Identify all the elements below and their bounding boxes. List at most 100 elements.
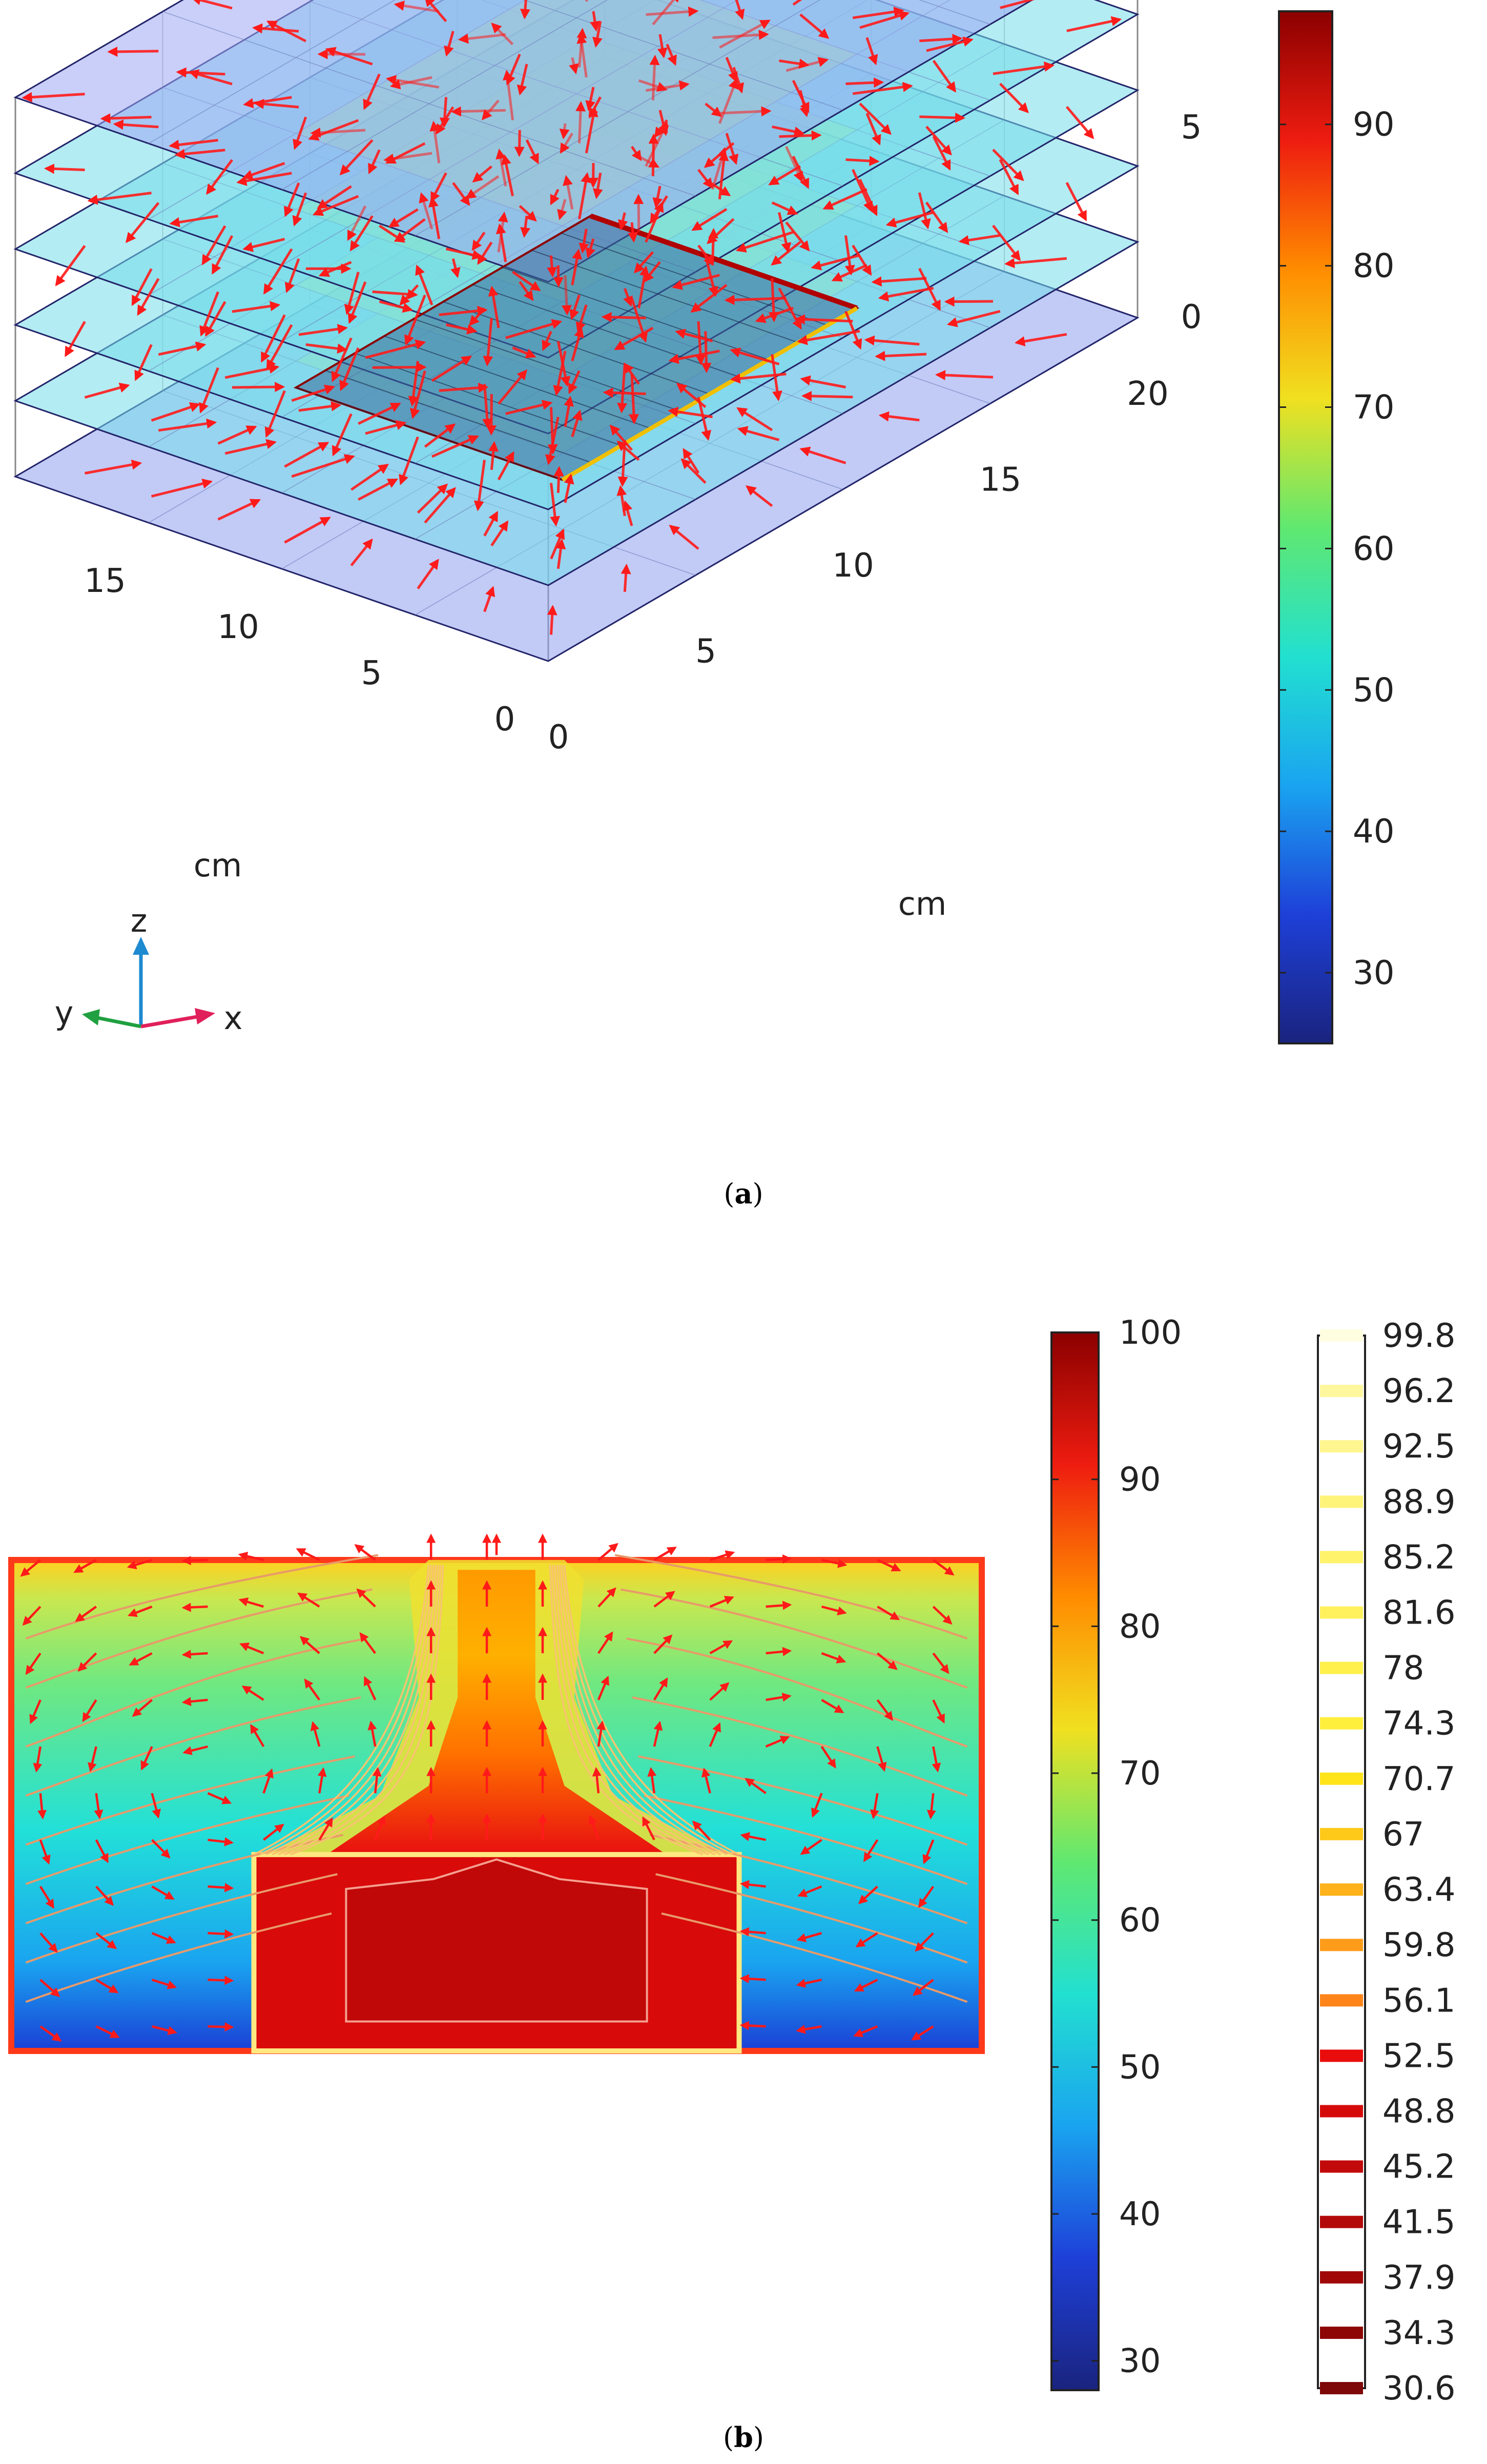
velocity-arrow	[424, 0, 447, 23]
velocity-arrow	[191, 0, 233, 10]
contour-legend-swatch-99.8	[1320, 1329, 1363, 1342]
velocity-arrow	[637, 265, 650, 309]
contour-legend-label-74.3: 74.3	[1382, 1705, 1456, 1743]
velocity-arrow-2d	[821, 1558, 848, 1568]
isotherm-left	[25, 1755, 355, 1846]
velocity-arrow	[291, 384, 335, 402]
velocity-arrow-2d	[37, 1793, 47, 1820]
velocity-arrow	[800, 375, 846, 388]
contour-legend-swatch-67	[1320, 1828, 1363, 1840]
velocity-arrow	[712, 29, 769, 40]
velocity-arrow	[630, 298, 648, 343]
temperature-field-2d	[8, 1557, 985, 2054]
velocity-arrow	[252, 23, 299, 34]
velocity-arrow	[430, 172, 447, 203]
velocity-arrow	[925, 201, 948, 233]
velocity-arrow-2d	[132, 1699, 153, 1717]
velocity-arrow	[217, 425, 257, 445]
velocity-arrow	[399, 284, 419, 306]
velocity-arrow	[131, 268, 153, 306]
velocity-arrow	[254, 98, 299, 109]
caption-a-letter: a	[735, 1177, 753, 1210]
velocity-arrow	[999, 83, 1029, 113]
velocity-arrow	[691, 208, 728, 231]
velocity-arrow-2d	[182, 1745, 209, 1755]
velocity-arrow	[263, 248, 293, 295]
triad-y-axis	[94, 1015, 141, 1029]
velocity-arrow-2d	[765, 1735, 790, 1748]
velocity-arrow-2d	[95, 1979, 119, 1994]
velocity-arrow	[845, 77, 884, 88]
velocity-arrow	[350, 464, 389, 491]
velocity-arrow	[134, 344, 153, 381]
velocity-arrow-2d	[88, 1746, 97, 1772]
colorbar-b-tick-label-60: 60	[1119, 1902, 1161, 1940]
caption-b-letter: b	[734, 2421, 753, 2454]
velocity-arrow	[730, 373, 787, 384]
velocity-arrow	[176, 67, 225, 78]
velocity-arrow	[519, 204, 537, 222]
velocity-arrow	[358, 402, 401, 425]
velocity-arrow	[785, 146, 803, 182]
velocity-arrow	[385, 142, 426, 164]
contour-legend-label-70.7: 70.7	[1382, 1760, 1456, 1798]
velocity-arrow	[87, 192, 152, 205]
velocity-arrow-2d	[127, 1558, 153, 1570]
velocity-arrow	[737, 426, 780, 441]
velocity-arrow-2d	[710, 1550, 735, 1562]
velocity-arrow	[313, 195, 359, 216]
velocity-arrow-2d	[876, 1746, 887, 1772]
velocity-arrow-2d	[359, 1632, 377, 1654]
velocity-arrow	[603, 387, 646, 398]
isotherm-right	[626, 1637, 968, 1748]
velocity-arrow	[768, 278, 779, 322]
velocity-arrow	[22, 92, 85, 102]
velocity-arrow	[205, 301, 226, 337]
velocity-arrow	[495, 148, 507, 187]
velocity-arrow	[553, 351, 567, 396]
contour-legend-label-96.2: 96.2	[1382, 1372, 1456, 1410]
velocity-arrow	[690, 284, 728, 313]
velocity-arrow-2d	[800, 1839, 822, 1855]
velocity-arrow	[444, 31, 455, 57]
velocity-arrow	[992, 224, 1021, 261]
contour-legend-label-63.4: 63.4	[1382, 1871, 1456, 1909]
heater-stripe	[561, 232, 828, 326]
isotherm-left	[25, 1794, 349, 1885]
velocity-arrows-3d	[22, 0, 1122, 635]
velocity-arrow	[224, 439, 277, 455]
velocity-arrow	[242, 238, 285, 252]
velocity-arrow-2d	[740, 1832, 767, 1841]
isotherm-plume-right	[563, 1565, 740, 1856]
coordinate-triad: z x y	[55, 902, 243, 1037]
velocity-arrow-2d	[766, 1647, 792, 1656]
velocity-arrow	[735, 0, 745, 20]
velocity-arrow-2d	[354, 1544, 376, 1561]
velocity-arrow	[683, 448, 700, 474]
colorbar-b-bar	[1050, 1331, 1100, 2391]
velocity-arrow	[482, 384, 492, 429]
velocity-arrow-2d	[739, 1880, 766, 1890]
velocity-arrow	[483, 318, 493, 366]
velocity-arrow-2d	[208, 1929, 234, 1939]
velocity-arrow	[308, 119, 359, 141]
velocity-arrow	[419, 192, 433, 230]
isotherm-plume-left	[259, 1565, 432, 1856]
velocity-arrow	[199, 367, 219, 414]
velocity-arrow	[431, 435, 479, 458]
velocity-arrow	[431, 356, 472, 382]
velocity-arrow	[1000, 0, 1035, 9]
heater-inner-contour	[345, 1858, 648, 2023]
velocity-arrow-2d	[592, 1767, 602, 1794]
velocity-arrow-2d	[692, 1820, 711, 1841]
contour-legend-label-81.6: 81.6	[1382, 1594, 1456, 1632]
velocity-arrow	[708, 228, 719, 265]
velocity-arrow-2d	[262, 1768, 274, 1794]
velocity-arrow	[621, 563, 631, 592]
velocity-arrow	[514, 130, 525, 157]
velocity-arrow	[519, 281, 534, 301]
velocity-arrow	[799, 446, 846, 464]
velocity-arrow-2d	[299, 1636, 320, 1654]
velocity-arrow-2d	[208, 2022, 234, 2032]
velocity-arrow	[875, 351, 927, 361]
